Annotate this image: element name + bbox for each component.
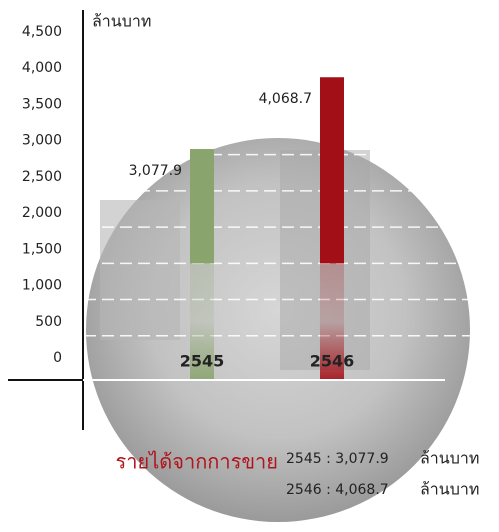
y-tick-label: 0	[53, 350, 62, 366]
y-tick-label: 3,500	[22, 96, 62, 112]
y-tick-label: 4,000	[22, 60, 62, 76]
y-tick-label: 500	[35, 314, 62, 330]
summary-line: 2546 : 4,068.7	[286, 482, 389, 498]
x-tick-label: 2545	[180, 352, 225, 371]
summary-unit: ล้านบาท	[420, 449, 479, 468]
value-label: 3,077.9	[129, 163, 182, 179]
bar	[320, 77, 344, 264]
x-tick-label: 2546	[310, 352, 355, 371]
y-tick-label: 2,000	[22, 205, 62, 221]
y-tick-label: 2,500	[22, 169, 62, 185]
bar	[190, 149, 214, 264]
y-tick-label: 3,000	[22, 133, 62, 149]
y-tick-label: 1,500	[22, 241, 62, 257]
y-axis-label: ล้านบาท	[92, 12, 151, 31]
bar-fade	[320, 263, 344, 380]
background-photo	[86, 138, 470, 522]
value-label: 4,068.7	[259, 91, 312, 107]
bar-fade	[190, 263, 214, 380]
y-tick-label: 1,000	[22, 278, 62, 294]
photo-shape	[100, 200, 180, 340]
summary-line: 2545 : 3,077.9	[286, 451, 389, 467]
y-tick-label: 4,500	[22, 24, 62, 40]
summary-title: รายได้จากการขาย	[116, 450, 279, 474]
summary-unit: ล้านบาท	[420, 480, 479, 499]
